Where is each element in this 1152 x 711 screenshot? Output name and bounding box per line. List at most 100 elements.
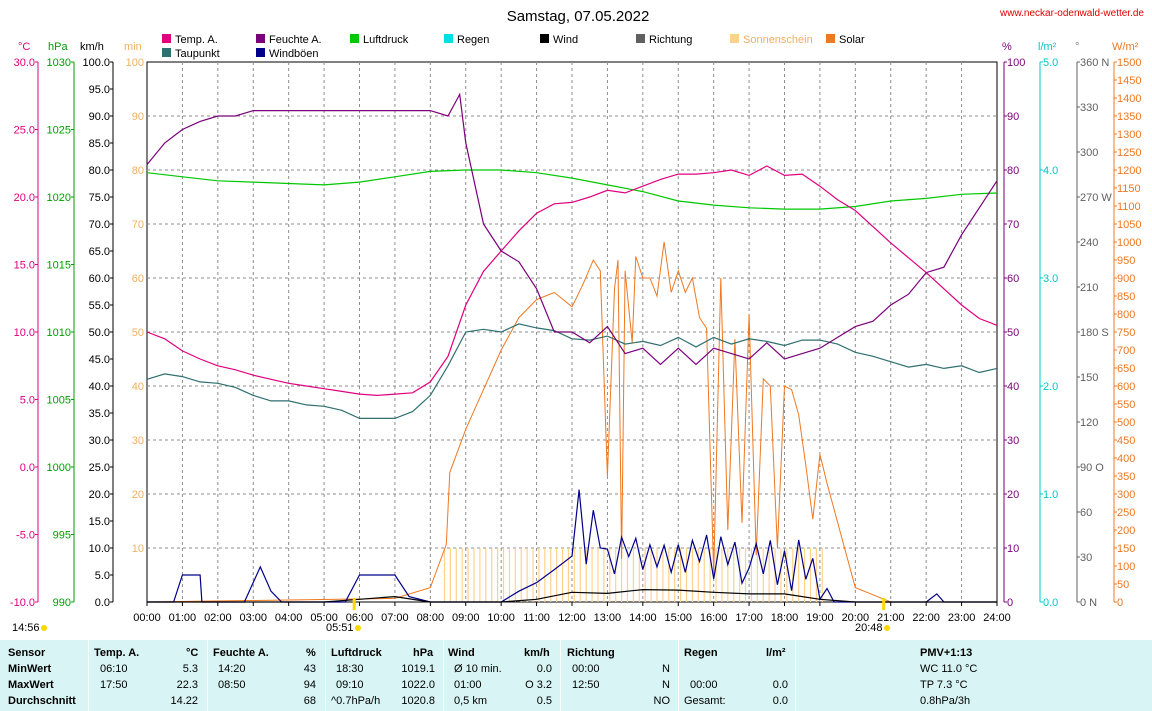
pressure-axis-tick: 1030 <box>47 57 71 69</box>
solar-axis-tick: 1150 <box>1117 183 1141 195</box>
time-tick: 07:00 <box>381 612 409 624</box>
direction-axis-tick: 0 N <box>1080 597 1097 609</box>
max-press-time: 09:10 <box>336 679 364 691</box>
hdr-humidity: Feuchte A. <box>213 647 269 659</box>
humidity-axis-tick: 90 <box>1007 111 1019 123</box>
solar-axis-tick: 750 <box>1117 327 1135 339</box>
sun-icon <box>884 625 890 631</box>
solar-axis-tick: 700 <box>1117 345 1135 357</box>
row-max-label: MaxWert <box>8 679 54 691</box>
wind-axis-tick: 40.0 <box>89 381 110 393</box>
wind-axis-tick: 35.0 <box>89 408 110 420</box>
legend-label: Feuchte A. <box>269 34 322 46</box>
sun-axis-tick: 60 <box>132 273 144 285</box>
wind-axis-tick: 80.0 <box>89 165 110 177</box>
temp-axis-tick: 10.0 <box>14 327 35 339</box>
min-wind-label: Ø 10 min. <box>454 663 502 675</box>
legend-swatch <box>162 34 171 43</box>
series-luftdruck <box>146 169 998 210</box>
wind-axis-tick: 95.0 <box>89 84 110 96</box>
time-tick: 24:00 <box>983 612 1011 624</box>
time-tick: 01:00 <box>169 612 197 624</box>
direction-axis-tick: 150 <box>1080 372 1098 384</box>
direction-axis-tick: 300 <box>1080 147 1098 159</box>
avg-temp: 14.22 <box>170 695 198 707</box>
axis-unit: l/m² <box>1038 41 1057 53</box>
time-tick: 11:00 <box>523 612 550 624</box>
direction-axis-tick: 180 S <box>1080 327 1109 339</box>
legend-swatch <box>256 34 265 43</box>
wind-axis-tick: 75.0 <box>89 192 110 204</box>
axis-unit: W/m² <box>1112 41 1139 53</box>
solar-axis-tick: 500 <box>1117 417 1135 429</box>
humidity-axis-tick: 40 <box>1007 381 1019 393</box>
sun-axis-tick: 80 <box>132 165 144 177</box>
pressure-axis-tick: 1025 <box>47 125 71 137</box>
pressure-axis-tick: 1000 <box>47 462 71 474</box>
sun-axis-tick: 50 <box>132 327 144 339</box>
rain-axis-tick: 0.0 <box>1043 597 1058 609</box>
solar-axis-tick: 450 <box>1117 435 1135 447</box>
wind-axis-tick: 5.0 <box>95 570 110 582</box>
direction-axis-tick: 90 O <box>1080 462 1104 474</box>
time-tick: 10:00 <box>487 612 515 624</box>
solar-axis-tick: 950 <box>1117 255 1135 267</box>
legend-label: Solar <box>839 34 865 46</box>
humidity-axis-tick: 30 <box>1007 435 1019 447</box>
series-temp-a- <box>146 165 998 397</box>
solar-axis-tick: 1500 <box>1117 57 1141 69</box>
axis-unit: hPa <box>48 41 68 53</box>
time-tick: 18:00 <box>771 612 799 624</box>
time-tick: 03:00 <box>239 612 267 624</box>
rain-axis-tick: 3.0 <box>1043 273 1058 285</box>
wind-axis-tick: 10.0 <box>89 543 110 555</box>
avg-dir: NO <box>653 695 671 707</box>
legend-label: Taupunkt <box>175 48 220 60</box>
solar-axis-tick: 300 <box>1117 489 1135 501</box>
hdr-pressure: Luftdruck <box>331 647 382 659</box>
time-tick: 21:00 <box>877 612 905 624</box>
solar-axis-tick: 650 <box>1117 363 1135 375</box>
pressure-axis-tick: 1010 <box>47 327 71 339</box>
legend-swatch <box>162 48 171 57</box>
time-tick: 19:00 <box>806 612 834 624</box>
solar-axis-tick: 400 <box>1117 453 1135 465</box>
row-min-label: MinWert <box>8 663 52 675</box>
wind-axis-tick: 20.0 <box>89 489 110 501</box>
time-tick: 12:00 <box>558 612 586 624</box>
time-tick: 20:00 <box>842 612 870 624</box>
hdr-temp-unit: °C <box>186 647 199 659</box>
axis-unit-labels: °C hPa km/h min% l/m² ° W/m² <box>18 41 1139 53</box>
sun-axis-tick: 70 <box>132 219 144 231</box>
site-link[interactable]: www.neckar-odenwald-wetter.de <box>999 8 1144 19</box>
solar-axis-tick: 0 <box>1117 597 1123 609</box>
solar-axis-tick: 850 <box>1117 291 1135 303</box>
legend-label: Richtung <box>649 34 692 46</box>
time-markers: 14:56 05:51 20:48 <box>12 598 890 634</box>
solar-axis-tick: 1000 <box>1117 237 1141 249</box>
wind-axis-tick: 55.0 <box>89 300 110 312</box>
legend-swatch <box>636 34 645 43</box>
axis-unit: % <box>1002 41 1012 53</box>
time-tick: 02:00 <box>204 612 232 624</box>
temp-axis-tick: 15.0 <box>14 260 35 272</box>
sunrise-marker <box>352 598 356 610</box>
sun-axis-tick: 20 <box>132 489 144 501</box>
row-avg-label: Durchschnitt <box>8 695 76 707</box>
solar-axis-tick: 150 <box>1117 543 1135 555</box>
max-dir-time: 12:50 <box>572 679 600 691</box>
sun-icon <box>355 625 361 631</box>
humidity-axis-tick: 50 <box>1007 327 1019 339</box>
time-tick: 17:00 <box>735 612 763 624</box>
sun-axis-tick: 90 <box>132 111 144 123</box>
pmv-wc: WC 11.0 °C <box>920 663 978 675</box>
axis-unit: ° <box>1075 41 1079 53</box>
min-press: 1019.1 <box>401 663 435 675</box>
direction-axis-tick: 270 W <box>1080 192 1112 204</box>
min-dir-time: 00:00 <box>572 663 600 675</box>
sunset-time: 20:48 <box>855 622 883 634</box>
solar-axis-tick: 200 <box>1117 525 1135 537</box>
min-temp: 5.3 <box>182 663 198 675</box>
axes: 30.025.020.015.010.05.00.0-5.0-10.010301… <box>10 57 1142 624</box>
series-taupunkt <box>146 323 998 419</box>
